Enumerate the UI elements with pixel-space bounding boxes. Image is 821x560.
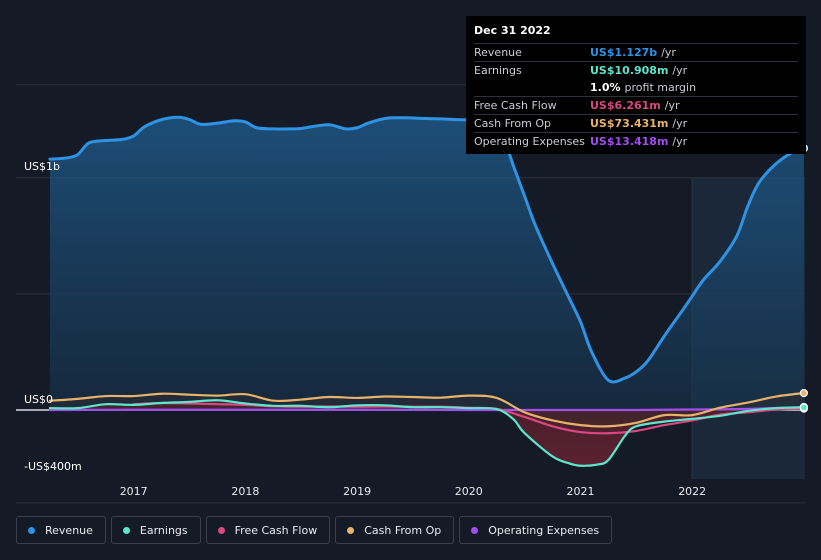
x-tick-label: 2019 <box>343 485 371 498</box>
tooltip-row-value: US$73.431m <box>590 117 669 130</box>
tooltip-rows: Revenue US$1.127b/yr Earnings US$10.908m/yr… <box>474 43 798 150</box>
legend-item-revenue[interactable]: Revenue <box>16 516 106 544</box>
x-tick-label: 2018 <box>231 485 259 498</box>
tooltip-date: Dec 31 2022 <box>474 24 551 37</box>
tooltip-row: Cash From Op US$73.431m/yr <box>474 114 798 132</box>
tooltip-row-unit: /yr <box>672 135 688 148</box>
tooltip-row: 1.0% profit margin <box>474 79 798 96</box>
tooltip-row: Earnings US$10.908m/yr <box>474 61 798 79</box>
tooltip-row-value: US$13.418m <box>590 135 669 148</box>
legend-dot-icon <box>347 526 355 534</box>
tooltip-row-value: US$10.908m <box>590 64 669 77</box>
tooltip-row-unit: profit margin <box>624 81 697 94</box>
legend-item-operating-expenses[interactable]: Operating Expenses <box>459 516 613 544</box>
x-tick-label: 2017 <box>120 485 148 498</box>
tooltip-row-value: US$1.127b <box>590 46 658 59</box>
tooltip-row: Operating Expenses US$13.418m/yr <box>474 132 798 150</box>
x-tick-label: 2022 <box>678 485 706 498</box>
tooltip-row: Revenue US$1.127b/yr <box>474 43 798 61</box>
legend-dot-icon <box>28 526 35 534</box>
legend-item-free-cash-flow[interactable]: Free Cash Flow <box>205 516 331 544</box>
tooltip-row-label: Free Cash Flow <box>474 99 557 112</box>
tooltip-row-label: Operating Expenses <box>474 135 585 148</box>
legend-dot-icon <box>471 526 479 534</box>
legend-label: Revenue <box>45 523 93 537</box>
tooltip-row-unit: /yr <box>672 117 688 130</box>
legend-dot-icon <box>217 526 225 534</box>
earnings-end-point <box>799 403 809 412</box>
legend-item-cash-from-op[interactable]: Cash From Op <box>335 516 455 544</box>
tooltip-row-value: US$6.261m <box>590 99 661 112</box>
legend-item-earnings[interactable]: Earnings <box>110 516 201 544</box>
tooltip-row: Free Cash Flow US$6.261m/yr <box>474 96 798 114</box>
revenue-line <box>48 114 806 384</box>
axis-labels: 2017 2018 2019 2020 2021 2022 US$1b US$0 -US$400… <box>24 160 706 498</box>
x-tick-label: 2021 <box>567 485 595 498</box>
y-axis-label: US$0 <box>24 393 53 406</box>
cash-from-op-end-point <box>799 388 809 398</box>
y-axis-label: -US$400m <box>24 460 82 473</box>
legend-label: Operating Expenses <box>488 523 600 537</box>
y-axis-label: US$1b <box>24 160 60 173</box>
tooltip-row-label: Cash From Op <box>474 117 552 130</box>
earnings-line <box>48 399 805 467</box>
cash-from-op-line <box>48 391 805 428</box>
tooltip-row-label: Revenue <box>474 46 522 59</box>
x-tick-label: 2020 <box>455 485 483 498</box>
tooltip-row-unit: /yr <box>672 64 688 77</box>
legend-dot-icon <box>122 526 130 534</box>
legend-label: Cash From Op <box>364 523 442 537</box>
legend: Revenue Earnings Free Cash Flow Cash From O… <box>16 516 613 544</box>
series-lines <box>48 114 809 467</box>
tooltip-row-unit: /yr <box>664 99 680 112</box>
legend-label: Free Cash Flow <box>234 523 318 537</box>
tooltip: Dec 31 2022 Revenue US$1.127b/yr Earnings U… <box>466 16 806 154</box>
revenue-area <box>49 115 804 410</box>
tooltip-row-unit: /yr <box>661 46 676 59</box>
tooltip-row-label: Earnings <box>474 64 522 77</box>
tooltip-row-value: 1.0% <box>590 81 621 94</box>
legend-label: Earnings <box>139 523 188 537</box>
